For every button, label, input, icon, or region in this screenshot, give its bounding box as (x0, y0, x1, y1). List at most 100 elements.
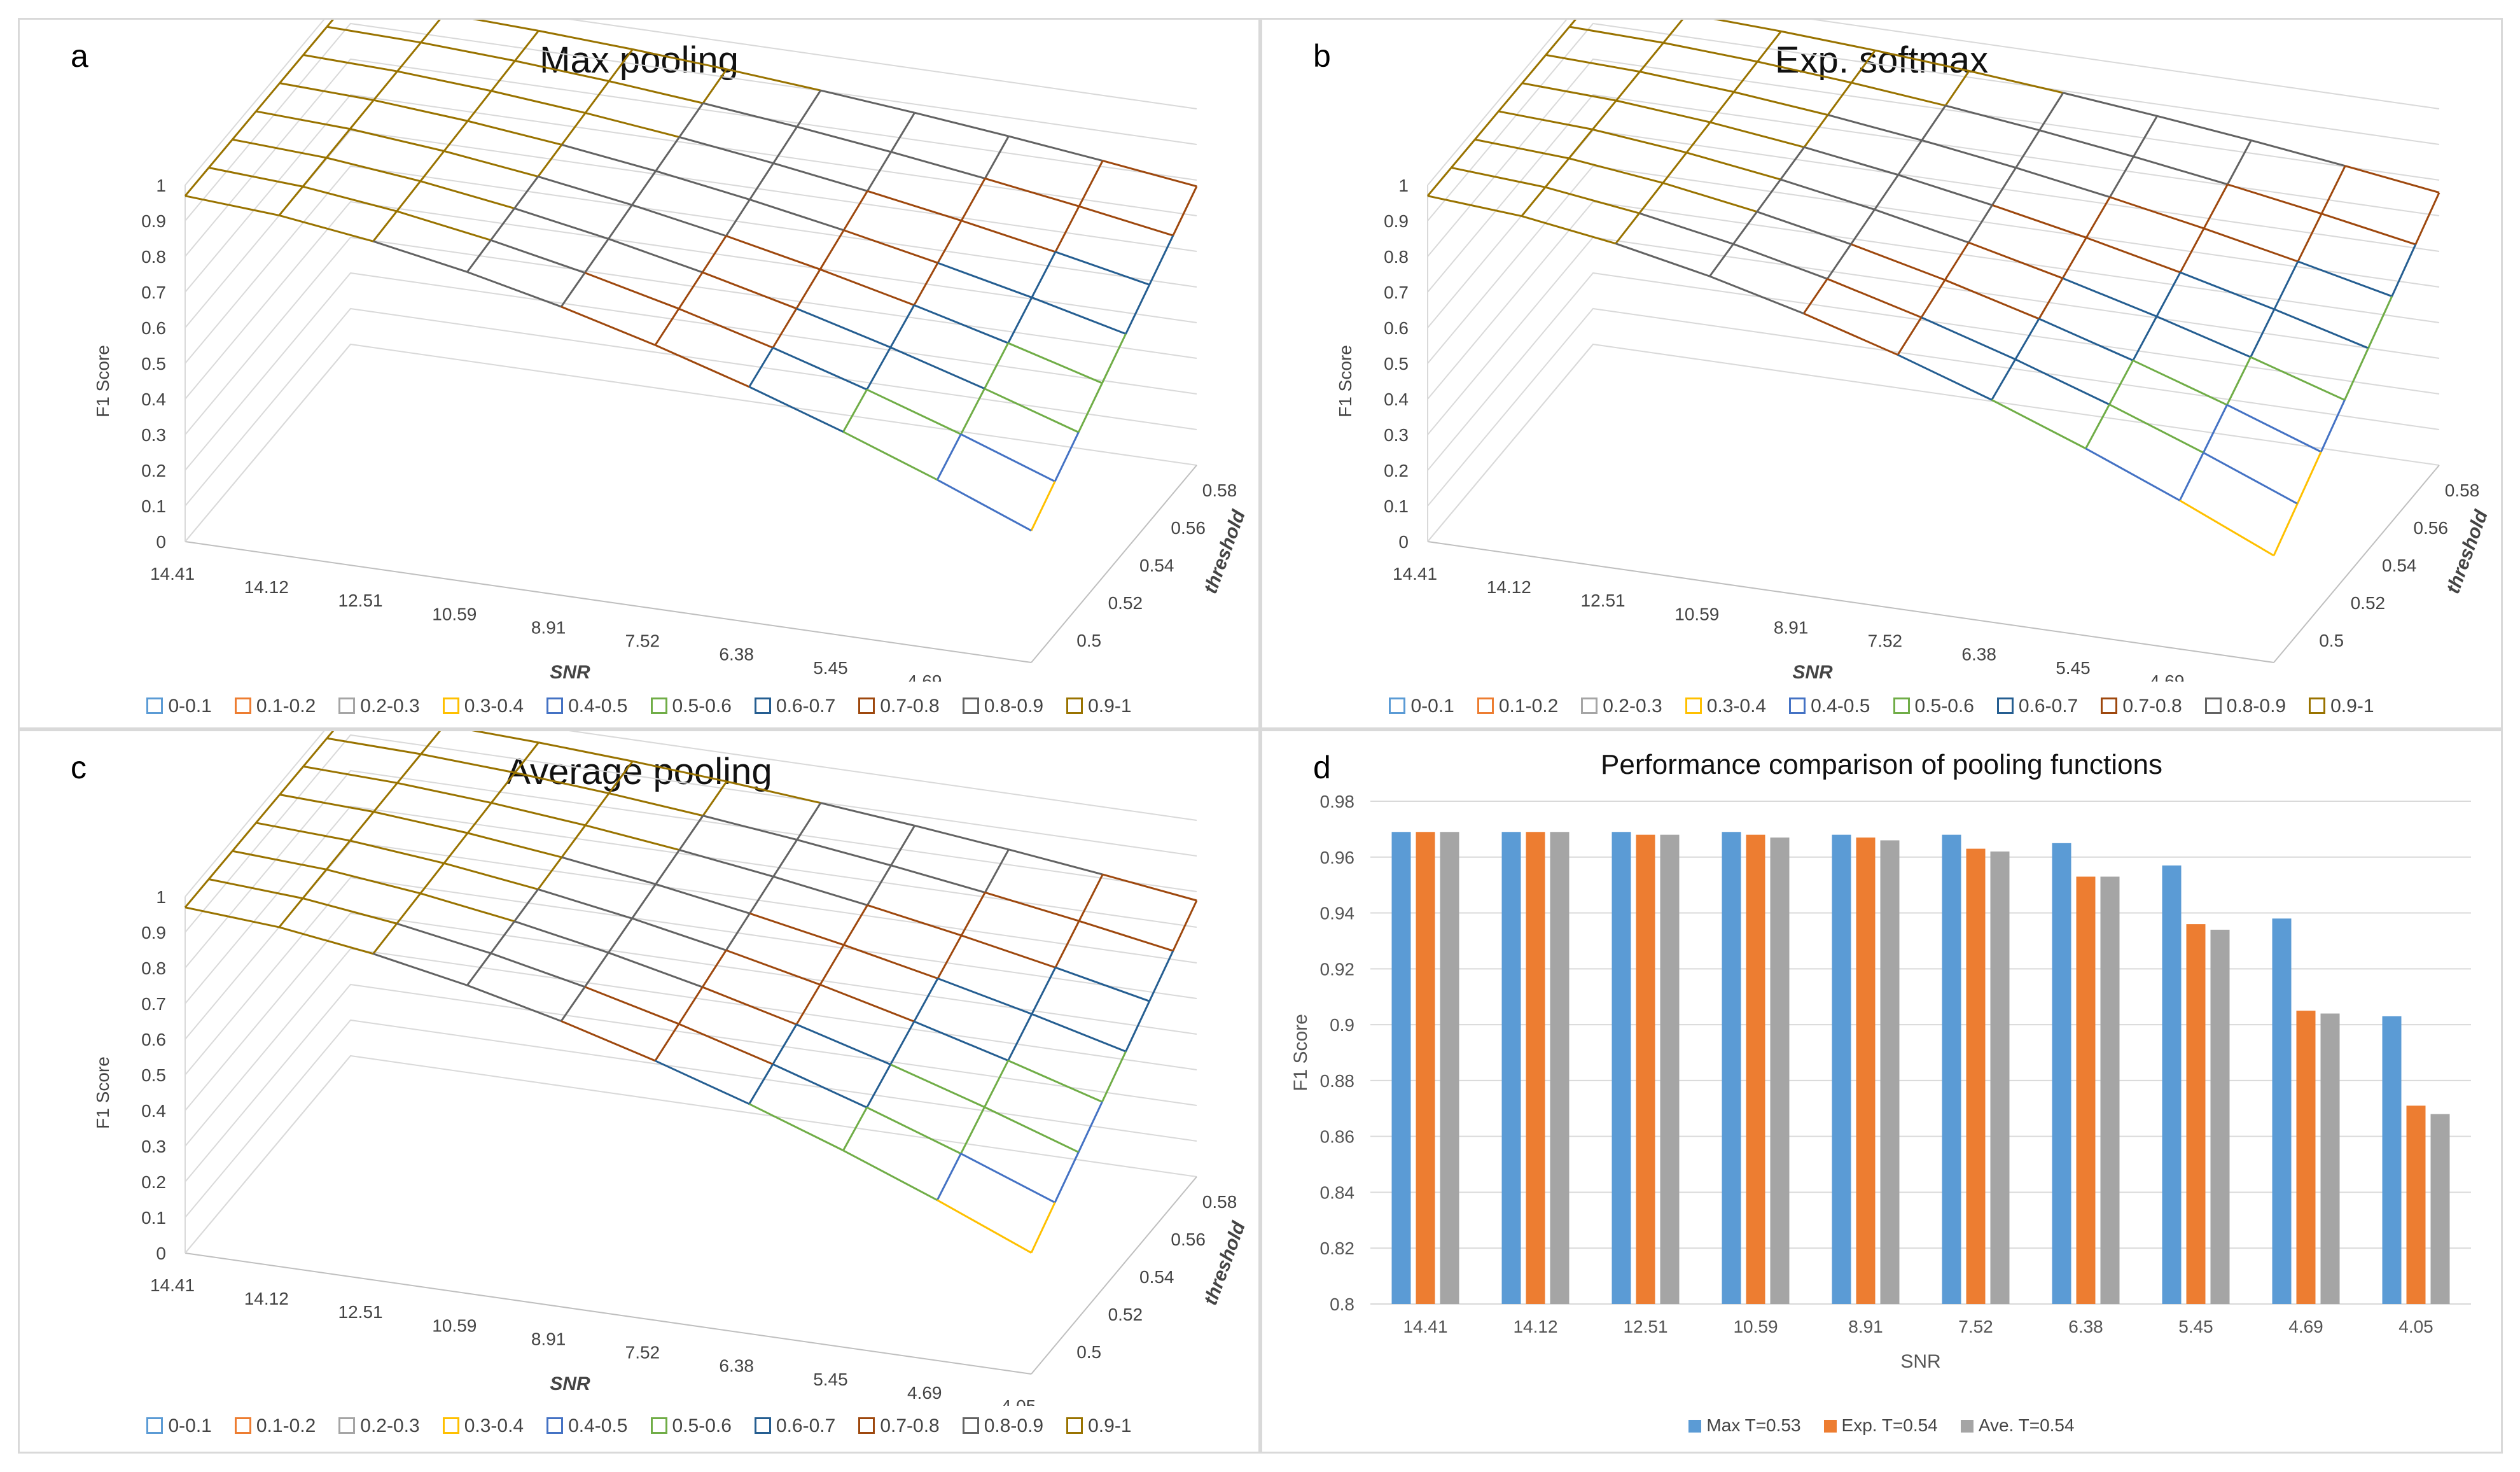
bar (1391, 832, 1411, 1304)
surface-line (513, 176, 539, 209)
surface-line (1544, 157, 1570, 188)
y-axis-title: F1 Score (93, 1056, 113, 1129)
legend-label: 0.6-0.7 (776, 1415, 836, 1436)
surface-line (255, 82, 281, 112)
surface-line (279, 926, 373, 955)
surface-line (2156, 315, 2252, 358)
surface-line (749, 162, 774, 200)
surface-line (537, 857, 563, 890)
surface-line (396, 754, 422, 784)
y-tick-label: 0.96 (1320, 848, 1355, 867)
surface-line (278, 897, 304, 928)
legend-label: 0.8-0.9 (2226, 696, 2287, 717)
x-tick-label: 4.69 (2288, 1317, 2323, 1336)
surface-line (1450, 139, 1476, 169)
surface-line (467, 832, 562, 859)
surface-line (373, 953, 468, 986)
bar (1501, 832, 1521, 1304)
surface-line (490, 239, 585, 274)
bar (2296, 1011, 2316, 1304)
legend-swatch (2204, 697, 2222, 714)
surface-line (725, 949, 821, 986)
legend-swatch (442, 697, 459, 714)
surface-line (2038, 318, 2134, 361)
surface-line (2085, 196, 2111, 239)
panel-label: b (1313, 38, 1331, 74)
surface-line (795, 984, 821, 1025)
legend-label: 0.1-0.2 (256, 696, 316, 717)
bar (2272, 918, 2292, 1304)
legend-swatch (1960, 1420, 1974, 1433)
surface-line (1078, 874, 1104, 922)
surface-line (797, 125, 891, 153)
surface-line (2015, 358, 2110, 405)
bar (1966, 848, 1986, 1304)
surface-line (866, 1063, 892, 1108)
surface-line (1638, 182, 1664, 214)
legend-label: 0.3-0.4 (464, 1415, 524, 1436)
y-gridline (184, 200, 1197, 400)
surface-line (632, 917, 727, 951)
surface-line (538, 741, 633, 762)
surface-line (373, 782, 398, 813)
surface-line (279, 214, 373, 242)
surface-line (1615, 71, 1641, 101)
y-gridline (184, 948, 1197, 1147)
legend-swatch (1066, 1417, 1083, 1434)
legend-label: 0.4-0.5 (568, 696, 628, 717)
legend-swatch (234, 1417, 251, 1434)
x-tick-label: 5.45 (813, 1370, 848, 1389)
legend-item: 0-0.1 (146, 1415, 212, 1437)
y-tick-label: 1 (156, 887, 166, 907)
x-tick-label: 7.52 (1958, 1317, 1993, 1336)
surface-line (843, 229, 938, 264)
surface-line (561, 144, 657, 172)
y-gridline (184, 236, 1197, 435)
bar (1856, 838, 1876, 1304)
surface-line (1031, 1013, 1127, 1053)
legend-label: Max T=0.53 (1706, 1415, 1801, 1435)
y-tick-label: 0.6 (1384, 318, 1409, 338)
surface-line (1803, 114, 1829, 148)
z-tick-label: 0.5 (2319, 631, 2344, 650)
legend-label: 0.4-0.5 (568, 1415, 628, 1436)
bar (2076, 876, 2096, 1304)
y-tick-label: 0.92 (1320, 959, 1355, 979)
surface-line (655, 170, 750, 201)
surface-line (303, 765, 398, 784)
surface-line (655, 883, 750, 915)
surface-line (749, 876, 774, 915)
surface-line (1968, 204, 1993, 243)
base-edge-line (184, 1055, 351, 1254)
y-tick-label: 0.1 (141, 496, 166, 516)
legend-swatch (1688, 1420, 1702, 1433)
legend-label: 0.7-0.8 (880, 696, 940, 717)
surface-line (608, 204, 633, 240)
surface-line (749, 912, 844, 946)
surface-line (1639, 71, 1734, 93)
x-tick-label: 14.41 (1393, 564, 1437, 584)
panel-label: d (1313, 750, 1331, 785)
surface-line (1078, 160, 1104, 207)
surface-line (632, 760, 727, 783)
x-axis-line (184, 1252, 1032, 1375)
x-tick-label: 8.91 (1774, 617, 1809, 637)
surface-line (820, 89, 915, 114)
surface-line (936, 479, 1032, 532)
surface-line (890, 825, 915, 866)
surface-line (1991, 167, 2017, 206)
x-tick-label: 4.69 (907, 671, 942, 682)
surface-line (1545, 186, 1640, 214)
surface-line (2367, 295, 2393, 349)
legend-item: 0.7-0.8 (2101, 696, 2182, 717)
surface-line (419, 150, 445, 182)
x-tick-label: 4.69 (2150, 671, 2185, 682)
legend-label: 0.6-0.7 (2018, 696, 2078, 717)
surface-line (467, 120, 562, 146)
surface-line (843, 944, 938, 979)
z-tick-label: 0.5 (1076, 1342, 1101, 1362)
surface-line (373, 71, 398, 101)
z-tick-label: 0.56 (1171, 1230, 1206, 1249)
surface-line (914, 1020, 1009, 1062)
surface-line (397, 782, 492, 804)
